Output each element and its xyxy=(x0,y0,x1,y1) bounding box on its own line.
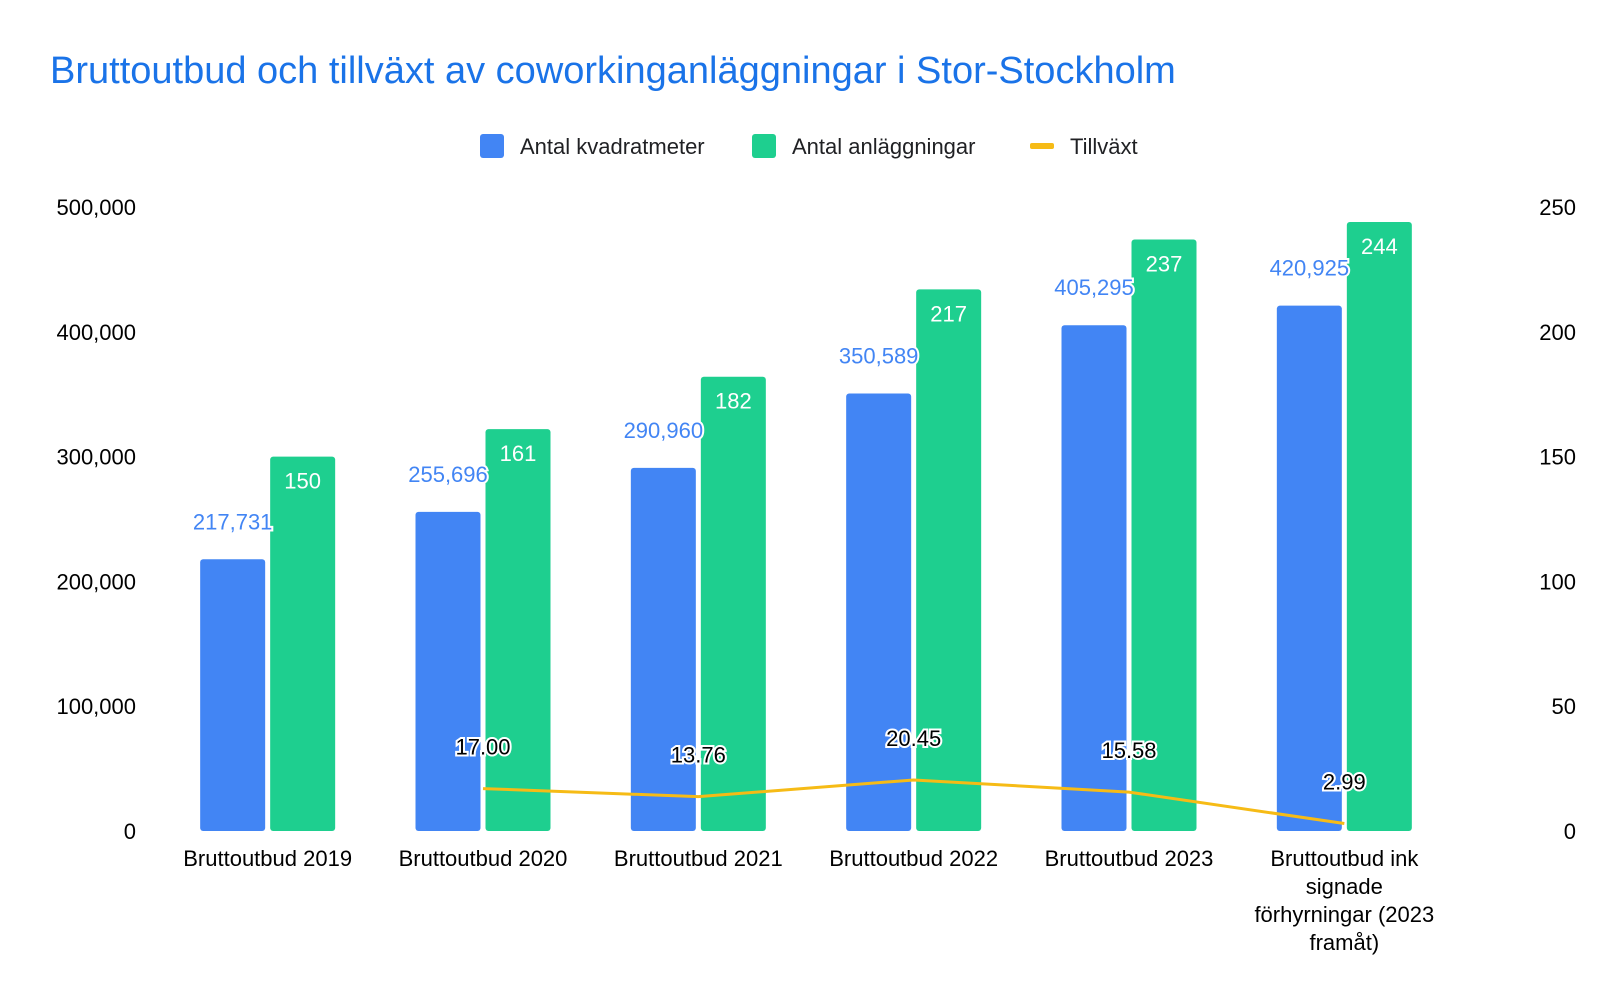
legend-label: Antal kvadratmeter xyxy=(520,134,705,159)
data-label-tillvaxt: 17.00 xyxy=(455,735,510,760)
legend: Antal kvadratmeter Antal anläggningar Till… xyxy=(480,134,1138,159)
bar-antal-anlaggningar xyxy=(1131,239,1197,831)
data-label-tillvaxt: 2.99 xyxy=(1323,770,1366,795)
bars xyxy=(200,221,1412,831)
data-label-kvadratmeter: 290,960 xyxy=(624,418,704,443)
y-right-tick-label: 100 xyxy=(1539,569,1576,594)
y-axis-right: 0 50 100 150 200 250 xyxy=(1539,195,1576,844)
x-tick-label: Bruttoutbud 2022 xyxy=(829,846,998,871)
data-labels: 217,731 150 255,696 161 290,960 182 350,589 217… xyxy=(191,234,1398,797)
y-left-tick-label: 500,000 xyxy=(56,195,136,220)
y-right-tick-label: 200 xyxy=(1539,320,1576,345)
bar-antal-kvadratmeter xyxy=(1276,305,1342,831)
bar-antal-kvadratmeter xyxy=(1061,325,1127,831)
bar-antal-anlaggningar xyxy=(485,429,551,831)
bar-antal-kvadratmeter xyxy=(630,467,696,831)
x-tick-label-line: Bruttoutbud 2021 xyxy=(614,846,783,871)
legend-label: Antal anläggningar xyxy=(792,134,975,159)
growth-line-layer xyxy=(482,778,1345,826)
data-label-anlaggningar: 161 xyxy=(500,441,537,466)
data-label-kvadratmeter: 420,925 xyxy=(1270,256,1350,281)
bar-antal-anlaggningar xyxy=(700,376,766,831)
x-tick-label: Bruttoutbud 2023 xyxy=(1045,846,1214,871)
data-label-kvadratmeter: 350,589 xyxy=(839,343,919,368)
legend-swatch xyxy=(480,134,504,158)
growth-line xyxy=(482,778,1345,826)
data-label-tillvaxt: 13.76 xyxy=(671,743,726,768)
x-axis: Bruttoutbud 2019 Bruttoutbud 2020 Bruttout… xyxy=(183,846,1434,955)
y-right-tick-label: 50 xyxy=(1552,694,1576,719)
bar-antal-anlaggningar xyxy=(270,456,336,831)
x-tick-label: Bruttoutbud 2019 xyxy=(183,846,352,871)
x-tick-label: Bruttoutbud ink signade förhyrningar (2023… xyxy=(1254,846,1434,955)
x-tick-label-line: signade xyxy=(1306,874,1383,899)
legend-swatch xyxy=(752,134,776,158)
legend-swatch xyxy=(1030,143,1054,149)
x-tick-label-line: Bruttoutbud 2019 xyxy=(183,846,352,871)
x-tick-label-line: Bruttoutbud 2022 xyxy=(829,846,998,871)
x-tick-label-line: Bruttoutbud 2023 xyxy=(1045,846,1214,871)
bar-antal-kvadratmeter xyxy=(415,511,481,831)
x-tick-label: Bruttoutbud 2020 xyxy=(399,846,568,871)
x-tick-label: Bruttoutbud 2021 xyxy=(614,846,783,871)
x-tick-label-line: Bruttoutbud ink xyxy=(1270,846,1419,871)
bar-antal-kvadratmeter xyxy=(846,393,912,831)
y-right-tick-label: 250 xyxy=(1539,195,1576,220)
bar-antal-anlaggningar xyxy=(1346,221,1412,831)
data-label-anlaggningar: 237 xyxy=(1146,251,1183,276)
y-left-tick-label: 400,000 xyxy=(56,320,136,345)
bar-antal-kvadratmeter xyxy=(200,559,266,831)
x-tick-label-line: framåt) xyxy=(1309,930,1379,955)
legend-label: Tillväxt xyxy=(1070,134,1138,159)
data-label-tillvaxt: 15.58 xyxy=(1101,738,1156,763)
data-label-anlaggningar: 150 xyxy=(284,469,321,494)
y-left-tick-label: 200,000 xyxy=(56,569,136,594)
chart-title: Bruttoutbud och tillväxt av coworkinganl… xyxy=(50,50,1176,92)
data-label-anlaggningar: 217 xyxy=(930,301,967,326)
y-left-tick-label: 300,000 xyxy=(56,445,136,470)
data-label-kvadratmeter: 405,295 xyxy=(1054,275,1134,300)
data-label-tillvaxt: 20.45 xyxy=(886,726,941,751)
data-label-kvadratmeter: 217,731 xyxy=(193,509,273,534)
data-label-kvadratmeter: 255,696 xyxy=(408,462,488,487)
y-left-tick-label: 100,000 xyxy=(56,694,136,719)
data-label-anlaggningar: 244 xyxy=(1361,234,1398,259)
x-tick-label-line: Bruttoutbud 2020 xyxy=(399,846,568,871)
y-right-tick-label: 150 xyxy=(1539,445,1576,470)
x-tick-label-line: förhyrningar (2023 xyxy=(1254,902,1434,927)
y-left-tick-label: 0 xyxy=(124,819,136,844)
bar-antal-anlaggningar xyxy=(916,289,982,831)
y-right-tick-label: 0 xyxy=(1564,819,1576,844)
data-label-anlaggningar: 182 xyxy=(715,389,752,414)
y-axis-left: 0 100,000 200,000 300,000 400,000 500,000 xyxy=(56,195,136,844)
